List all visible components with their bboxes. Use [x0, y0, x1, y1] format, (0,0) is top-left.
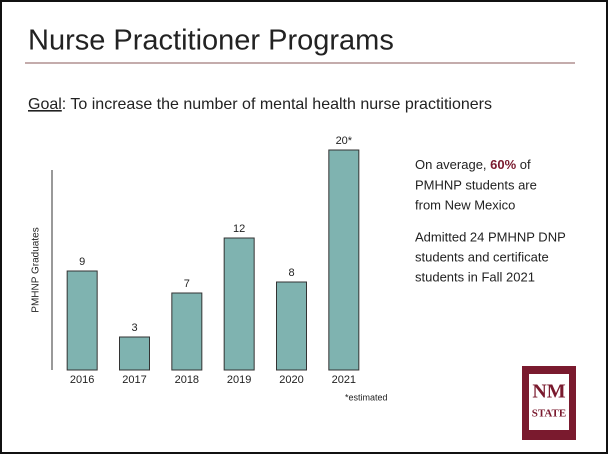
- value-label: 7: [184, 278, 190, 290]
- value-label: 20*: [336, 135, 353, 147]
- note-1-line-3: from New Mexico: [415, 197, 515, 212]
- note-text: On average,: [415, 157, 490, 172]
- note-highlight: 60%: [490, 157, 516, 172]
- note-2-line-3: students in Fall 2021: [415, 269, 535, 284]
- bar: [66, 270, 98, 371]
- note-2-line-1: Admitted 24 PMHNP DNP: [415, 229, 566, 244]
- logo-top: NM: [532, 381, 565, 403]
- logo: NM STATE: [522, 366, 576, 440]
- footnote: *estimated: [345, 392, 388, 402]
- x-tick-label: 2016: [70, 374, 94, 386]
- value-label: 8: [288, 267, 294, 279]
- x-tick-label: 2017: [122, 374, 146, 386]
- bar: [119, 336, 150, 371]
- slide-title: Nurse Practitioner Programs: [28, 25, 394, 57]
- bar: [328, 149, 360, 371]
- note-2-line-2: students and certificate: [415, 249, 549, 264]
- note-1-line-1: On average, 60% of: [415, 157, 531, 172]
- note-1-line-2: PMHNP students are: [415, 177, 537, 192]
- bar: [276, 281, 307, 371]
- x-tick-label: 2018: [175, 374, 199, 386]
- goal-text: : To increase the number of mental healt…: [62, 96, 492, 113]
- x-tick-label: 2021: [332, 374, 356, 386]
- logo-bottom: STATE: [532, 408, 566, 420]
- value-label: 12: [233, 223, 245, 235]
- value-label: 9: [79, 256, 85, 268]
- goal-label: Goal: [28, 96, 62, 113]
- bar: [171, 292, 203, 371]
- bar: [223, 237, 255, 371]
- goal: Goal: To increase the number of mental h…: [28, 96, 492, 113]
- note-text: of: [516, 157, 531, 172]
- x-tick-label: 2019: [227, 374, 251, 386]
- logo-inner: [529, 374, 569, 430]
- y-axis-label: PMHNP Graduates: [31, 227, 42, 312]
- x-tick-label: 2020: [279, 374, 303, 386]
- value-label: 3: [131, 322, 137, 334]
